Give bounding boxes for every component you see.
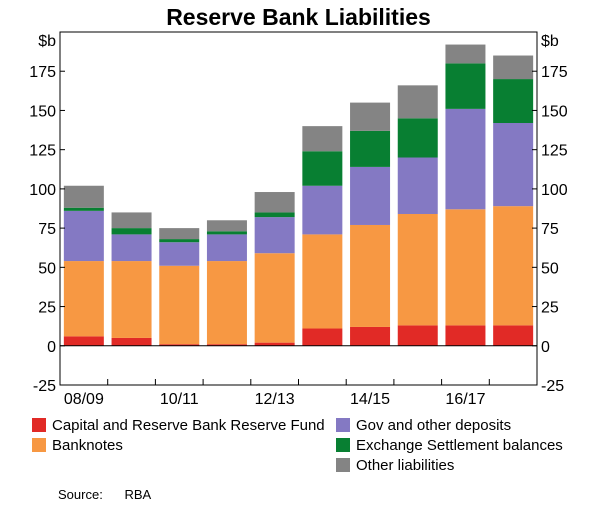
bar-segment-1-1 (111, 261, 152, 338)
bar-segment-1-2 (111, 234, 152, 262)
bar-segment-9-4 (493, 55, 534, 80)
x-tick-label: 08/09 (64, 391, 104, 408)
bar-segment-9-3 (493, 79, 534, 123)
bar-segment-8-0 (445, 325, 486, 346)
x-tick-label: 10/11 (160, 391, 199, 408)
bar-segment-7-1 (397, 213, 438, 326)
bar-segment-6-1 (350, 224, 391, 327)
bar-segment-2-3 (159, 239, 200, 243)
x-tick-label: 16/17 (445, 391, 485, 408)
bar-segment-9-2 (493, 123, 534, 207)
bar-segment-2-4 (159, 228, 200, 240)
y-tick-label-left: 0 (47, 339, 56, 356)
y-tick-label-right: 125 (541, 143, 568, 160)
bar-segment-4-4 (254, 192, 295, 213)
bar-segment-5-1 (302, 234, 343, 329)
bar-segment-9-1 (493, 206, 534, 326)
bar-segment-0-0 (63, 336, 104, 346)
y-tick-label-right: 150 (541, 103, 568, 120)
bar-segment-3-4 (206, 220, 247, 232)
x-tick-label: 14/15 (350, 391, 390, 408)
source-note: Source: RBA (58, 487, 151, 502)
bar-segment-4-1 (254, 253, 295, 343)
bar-segment-7-4 (397, 85, 438, 119)
source-value: RBA (124, 487, 152, 502)
bar-segment-5-4 (302, 126, 343, 152)
y-tick-label-left: 100 (29, 182, 56, 199)
bar-segment-1-4 (111, 212, 152, 229)
bar-segment-0-2 (63, 210, 104, 262)
y-tick-label-left: 175 (29, 64, 56, 81)
bar-segment-5-3 (302, 151, 343, 186)
bar-segment-0-3 (63, 207, 104, 211)
y-tick-label-left: 75 (38, 221, 56, 238)
bar-segment-8-1 (445, 209, 486, 326)
bar-segment-4-3 (254, 212, 295, 218)
bar-segment-0-4 (63, 185, 104, 208)
axis-layer: $b $b -25 -25 0 0 25 25 50 50 75 75 100 100 125 125 150 1… (29, 31, 568, 408)
bar-segment-8-2 (445, 108, 486, 210)
y-unit-left: $b (38, 33, 56, 50)
bar-segment-6-3 (350, 130, 391, 167)
bar-segment-8-4 (445, 44, 486, 64)
bar-segment-4-0 (254, 342, 295, 346)
y-tick-label-left: 50 (38, 260, 56, 277)
bar-segment-6-4 (350, 102, 391, 131)
bar-segment-1-3 (111, 228, 152, 235)
bar-segment-7-3 (397, 118, 438, 158)
y-tick-label-left: -25 (33, 378, 56, 395)
y-tick-label-right: 0 (541, 339, 550, 356)
y-tick-label-right: 75 (541, 221, 559, 238)
bar-segment-4-2 (254, 217, 295, 254)
y-tick-label-right: -25 (541, 378, 564, 395)
bar-segment-0-1 (63, 261, 104, 337)
source-label: Source: (58, 487, 103, 502)
bar-segment-9-0 (493, 325, 534, 346)
chart-title: Reserve Bank Liabilities (166, 4, 431, 30)
y-tick-label-left: 150 (29, 103, 56, 120)
bar-segment-5-0 (302, 328, 343, 346)
bar-segment-3-2 (206, 234, 247, 262)
bar-segment-6-2 (350, 166, 391, 225)
y-tick-label-right: 100 (541, 182, 568, 199)
bar-segment-7-2 (397, 157, 438, 214)
bar-segment-7-0 (397, 325, 438, 346)
x-tick-label: 12/13 (255, 391, 295, 408)
bar-segment-8-3 (445, 63, 486, 109)
y-unit-right: $b (541, 33, 559, 50)
y-tick-label-right: 175 (541, 64, 568, 81)
bar-segment-3-1 (206, 261, 247, 345)
y-tick-label-left: 25 (38, 300, 56, 317)
bar-segment-5-2 (302, 185, 343, 235)
bar-segment-3-0 (206, 344, 247, 346)
bar-segment-1-0 (111, 337, 152, 346)
y-tick-label-right: 25 (541, 300, 559, 317)
bar-segment-2-1 (159, 265, 200, 345)
bars-layer (63, 44, 534, 346)
bar-segment-2-0 (159, 344, 200, 346)
bar-segment-6-0 (350, 326, 391, 346)
y-tick-label-left: 125 (29, 143, 56, 160)
bar-segment-3-3 (206, 231, 247, 235)
bar-segment-2-2 (159, 242, 200, 266)
y-tick-label-right: 50 (541, 260, 559, 277)
